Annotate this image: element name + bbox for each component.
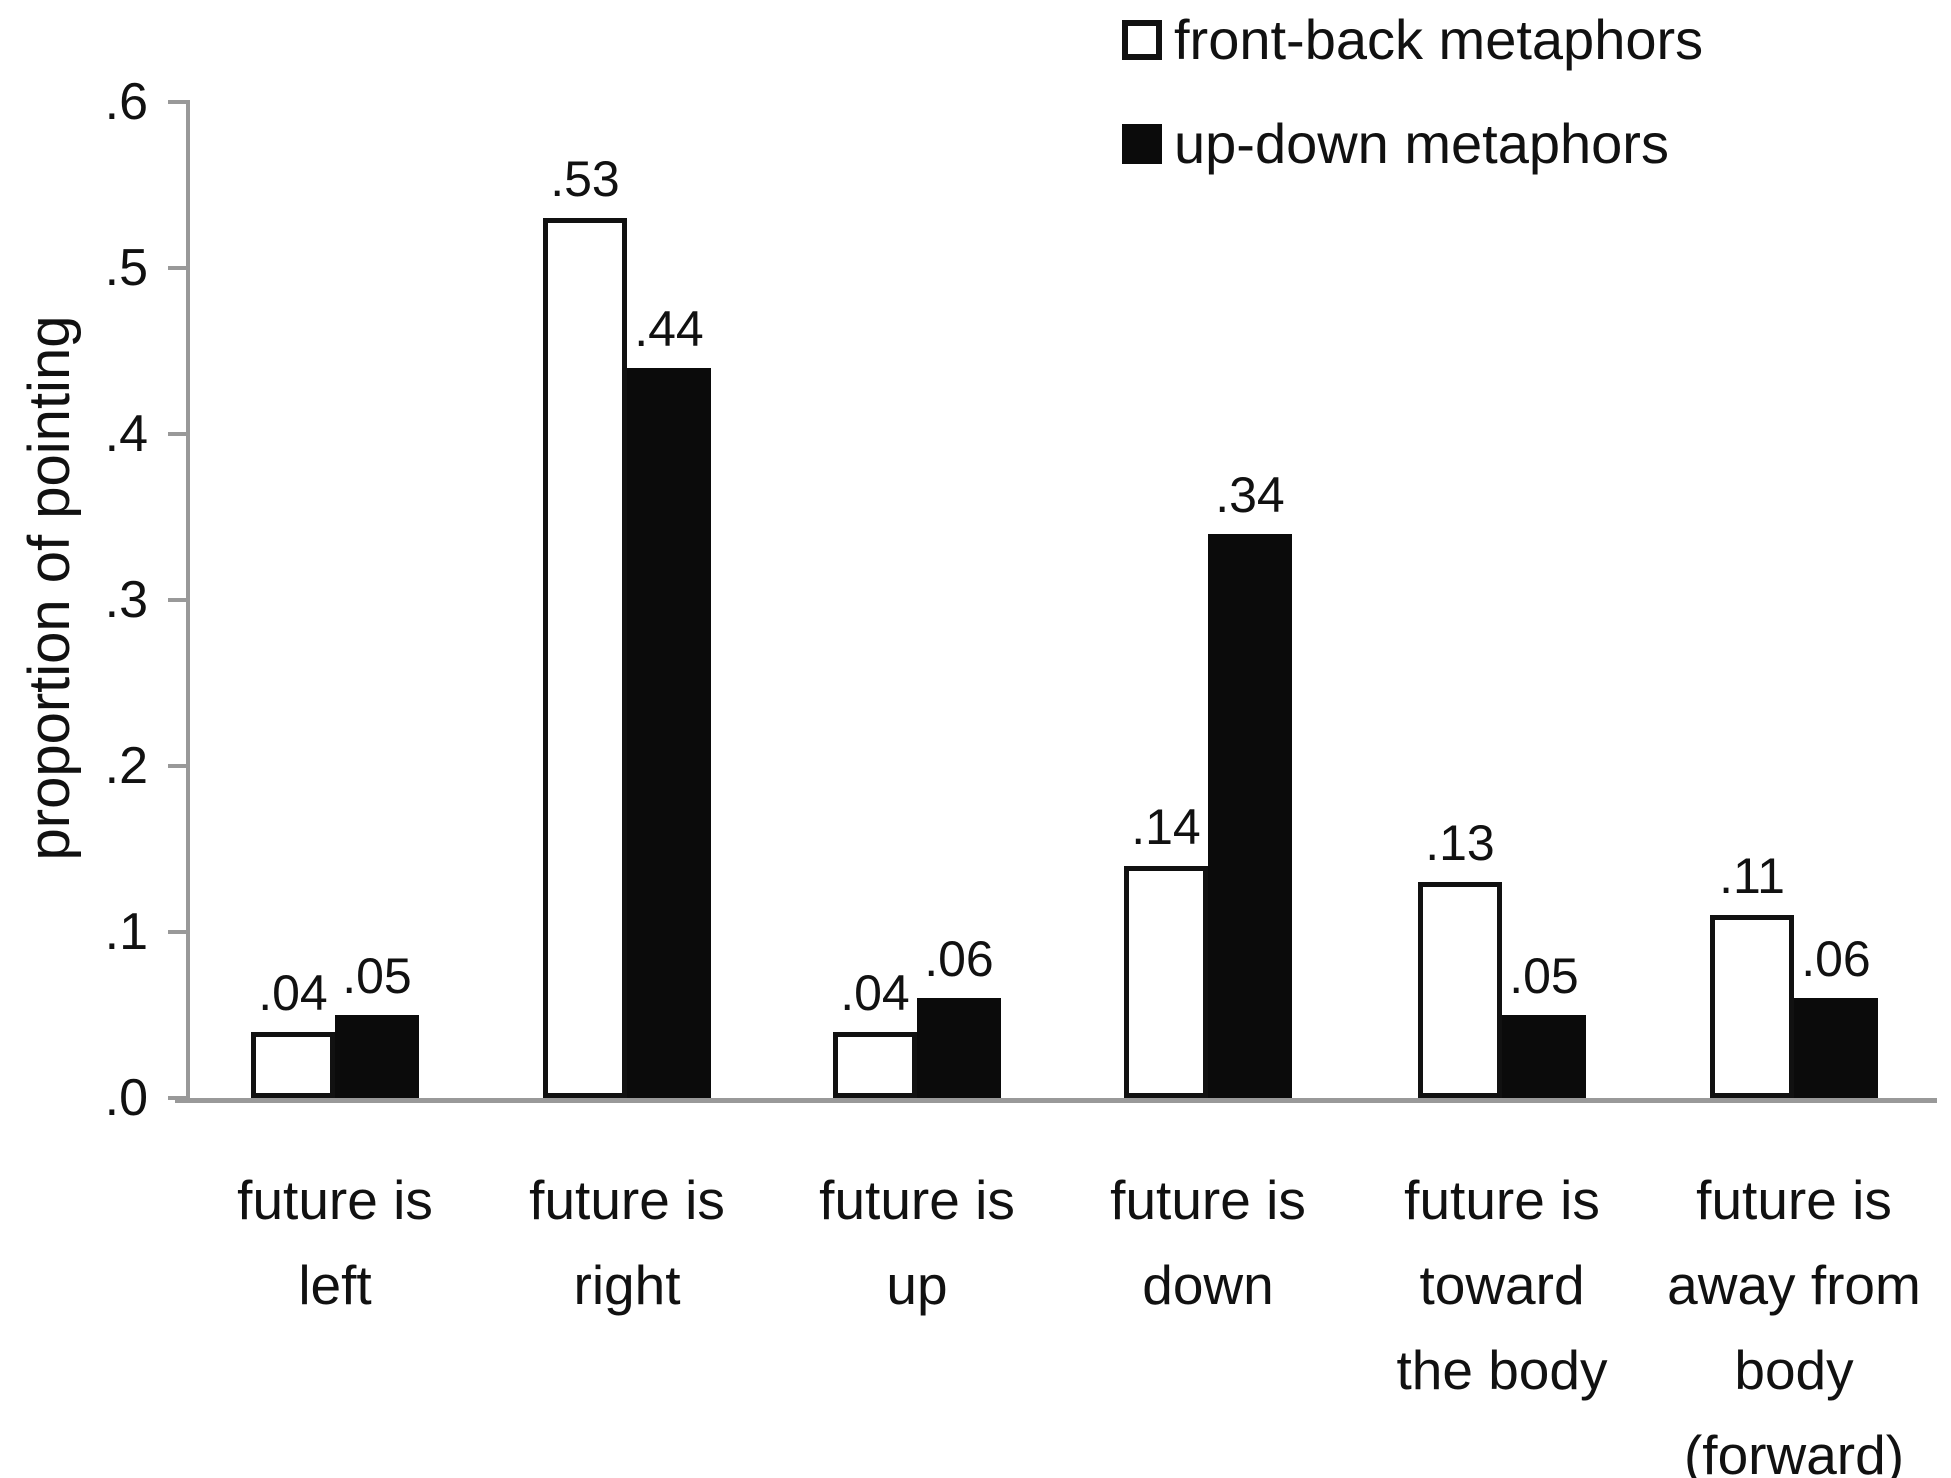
bar-value-label: .06 [924,931,994,987]
open-square-icon [1122,20,1162,60]
legend-item-up-down: up-down metaphors [1122,114,1703,174]
bar-front-back-future-is-left [251,1032,335,1098]
bar-up-down-future-is-toward [1502,1015,1586,1098]
bar-value-label: .13 [1425,815,1495,871]
y-tick-label: .2 [104,737,148,795]
bar-value-label: .06 [1801,931,1871,987]
y-tick [168,598,186,602]
x-category-label-future-is-down: future is down [1110,1169,1306,1316]
x-category-label-future-is-up: future is up [819,1169,1015,1316]
bar-value-label: .53 [550,151,620,207]
bar-front-back-future-is-up [833,1032,917,1098]
bar-value-label: .14 [1131,799,1201,855]
x-category-label-future-is-away: future is away from body (forward) [1667,1169,1921,1478]
legend-label: up-down metaphors [1174,112,1669,175]
bar-value-label: .04 [840,965,910,1021]
bar-up-down-future-is-right [627,368,711,1098]
bar-value-label: .05 [1509,948,1579,1004]
x-category-label-future-is-right: future is right [529,1169,725,1316]
bar-front-back-future-is-down [1124,866,1208,1098]
legend-label: front-back metaphors [1174,8,1704,71]
x-category-label-future-is-left: future is left [237,1169,433,1316]
bar-up-down-future-is-down [1208,534,1292,1098]
y-tick [168,1096,186,1100]
bar-front-back-future-is-right [543,218,627,1098]
x-category-label-future-is-toward: future is toward the body [1396,1169,1608,1401]
y-axis-line [186,100,190,1103]
bar-up-down-future-is-up [917,998,1001,1098]
y-tick [168,764,186,768]
y-tick-label: .4 [104,405,148,463]
bar-value-label: .05 [342,948,412,1004]
y-tick-label: .5 [104,239,148,297]
y-tick-label: .1 [104,903,148,961]
bar-front-back-future-is-away [1710,915,1794,1098]
bar-value-label: .34 [1215,467,1285,523]
bar-value-label: .11 [1719,848,1785,904]
y-tick-label: .3 [104,571,148,629]
y-tick [168,432,186,436]
y-tick-label: .0 [104,1069,148,1127]
legend-item-front-back: front-back metaphors [1122,10,1703,70]
bar-up-down-future-is-away [1794,998,1878,1098]
bar-value-label: .44 [634,301,704,357]
y-tick [168,100,186,104]
legend: front-back metaphors up-down metaphors [1122,10,1703,174]
y-tick [168,930,186,934]
bar-up-down-future-is-left [335,1015,419,1098]
bar-value-label: .04 [258,965,328,1021]
y-tick [168,266,186,270]
y-tick-label: .6 [104,73,148,131]
bar-front-back-future-is-toward [1418,882,1502,1098]
x-axis-line [175,1098,1937,1103]
filled-square-icon [1122,124,1162,164]
